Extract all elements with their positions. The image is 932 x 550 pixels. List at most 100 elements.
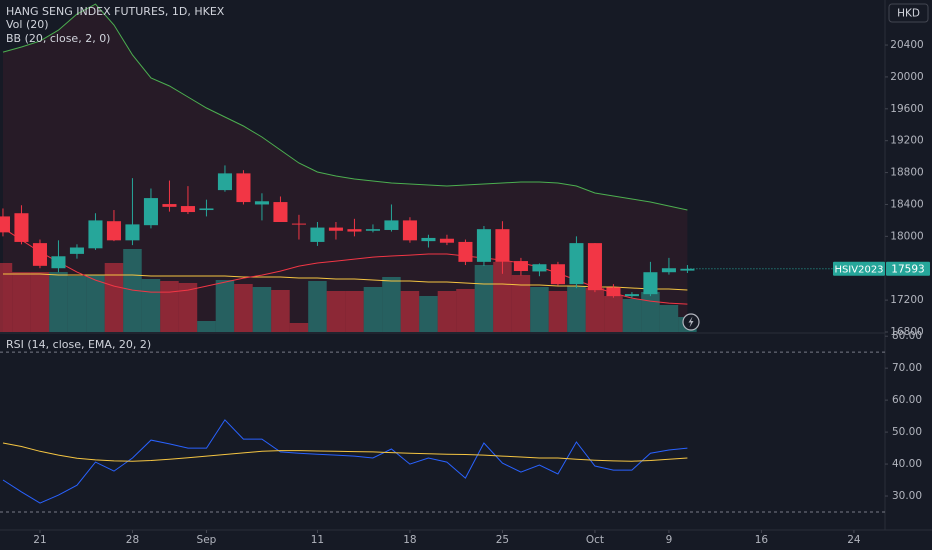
x-tick-label: 11 xyxy=(311,534,324,546)
x-tick-label: 16 xyxy=(755,534,769,546)
candle-body xyxy=(624,294,639,297)
volume-bar xyxy=(12,272,31,332)
y-tick-label: 20000 xyxy=(890,71,923,83)
y-tick-label: 20400 xyxy=(890,39,923,51)
icon-bolt[interactable] xyxy=(688,316,694,328)
candle xyxy=(421,234,436,248)
candle xyxy=(51,240,66,273)
rsi-ema xyxy=(2,442,688,462)
candle-body xyxy=(273,202,288,222)
candle-body xyxy=(384,220,399,230)
chart-title: HANG SENG INDEX FUTURES, 1D, HKEX xyxy=(6,5,225,18)
candle-body xyxy=(14,213,29,242)
candle-body xyxy=(495,229,510,262)
volume-bar xyxy=(252,287,272,332)
volume-bar xyxy=(86,275,105,332)
candle xyxy=(606,284,621,298)
candle-body xyxy=(310,227,325,242)
candle-body xyxy=(421,237,436,242)
candle xyxy=(661,257,676,275)
candle xyxy=(88,213,103,250)
volume-bar xyxy=(178,283,198,332)
candle xyxy=(14,205,29,245)
volume-bar xyxy=(104,263,124,332)
candle-body xyxy=(550,264,565,285)
candle-body xyxy=(476,229,491,262)
candle-body xyxy=(32,243,47,266)
price-box xyxy=(886,261,930,276)
candle-body xyxy=(661,268,676,273)
candle-body xyxy=(569,243,584,285)
volume-bar xyxy=(30,272,50,332)
candle-body xyxy=(0,216,10,233)
panes: 16800 17200 18000 18400 18800 19200 19600 20000… xyxy=(0,3,930,546)
volume-bar xyxy=(456,289,475,332)
candle-body xyxy=(680,268,695,271)
volume-bar xyxy=(511,275,531,332)
volume-bar xyxy=(567,286,586,332)
candle xyxy=(0,208,10,237)
bb-fill xyxy=(3,4,688,332)
x-tick-label: 9 xyxy=(666,534,673,546)
candle-body xyxy=(513,261,528,272)
candle xyxy=(458,239,473,266)
candle xyxy=(69,244,84,259)
currency-box[interactable] xyxy=(888,3,929,23)
candle-body xyxy=(458,241,473,262)
volume-bar xyxy=(548,291,568,332)
candle-body xyxy=(69,247,84,254)
symbol-box xyxy=(833,261,885,276)
candle xyxy=(384,204,399,232)
rsi-tick-label: 70.00 xyxy=(892,362,922,374)
volume-bar xyxy=(530,287,549,332)
candle xyxy=(162,180,177,212)
volume-bar xyxy=(622,299,642,332)
candle xyxy=(402,217,417,243)
candle-body xyxy=(217,173,232,191)
candle xyxy=(143,188,158,229)
y-tick-label: 16800 xyxy=(890,326,923,338)
volume-bar xyxy=(197,321,216,332)
y-tick-label: 18000 xyxy=(890,230,923,242)
candle-body xyxy=(199,208,214,211)
volume-bar xyxy=(437,291,457,332)
candle-body xyxy=(51,256,66,269)
candle xyxy=(291,214,306,240)
candle xyxy=(217,165,232,192)
candle xyxy=(328,221,343,240)
candle-body xyxy=(236,173,251,203)
volume-bar xyxy=(604,296,623,332)
main-pane xyxy=(0,3,697,332)
volume-bar xyxy=(345,291,364,332)
volume-bar xyxy=(308,281,327,332)
candle xyxy=(365,224,380,233)
candle-body xyxy=(365,229,380,231)
candle xyxy=(236,170,251,205)
candle xyxy=(513,257,528,276)
volume-bar xyxy=(215,280,235,332)
candle xyxy=(624,292,639,298)
candle xyxy=(32,239,47,269)
candle-body xyxy=(328,227,343,231)
candle xyxy=(439,234,454,246)
currency[interactable]: HKD xyxy=(897,8,920,20)
candle xyxy=(476,225,491,266)
volume-bar xyxy=(382,277,401,332)
candle-body xyxy=(162,204,177,207)
volume-bar xyxy=(289,323,309,332)
volume-bar xyxy=(160,281,179,332)
rsi-tick-label: 50.00 xyxy=(892,426,922,438)
candle-body xyxy=(180,206,195,213)
candle-body xyxy=(106,221,121,241)
rsi-label: RSI (14, close, EMA, 20, 2) xyxy=(6,338,151,351)
volume-bar xyxy=(49,272,68,332)
lightning-icon[interactable] xyxy=(682,313,700,331)
x-tick-label: 25 xyxy=(496,534,509,546)
volume-bar xyxy=(67,276,87,332)
bb-upper xyxy=(2,3,688,211)
rsi-tick-label: 60.00 xyxy=(892,394,922,406)
candle-body xyxy=(88,220,103,249)
x-tick-label: 24 xyxy=(847,534,861,546)
